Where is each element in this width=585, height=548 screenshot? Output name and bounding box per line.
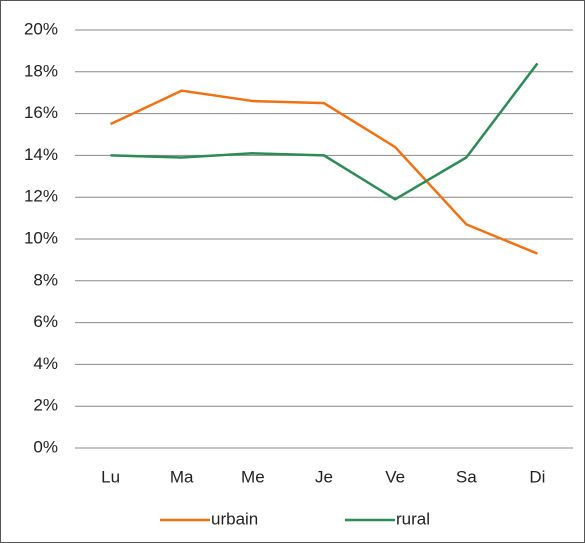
line-series (110, 62, 539, 201)
y-tick-label: 10% (24, 228, 58, 247)
line-series (110, 89, 538, 255)
x-tick-label: Sa (456, 467, 477, 486)
x-tick-label: Lu (101, 467, 120, 486)
y-tick-label: 0% (33, 437, 58, 456)
y-tick-label: 20% (24, 19, 58, 38)
x-tick-label: Di (529, 467, 545, 486)
legend-label: rural (396, 509, 430, 528)
y-tick-label: 12% (24, 187, 58, 206)
x-tick-label: Je (315, 467, 333, 486)
x-tick-label: Ve (385, 467, 405, 486)
legend-label: urbain (211, 509, 258, 528)
y-tick-label: 2% (33, 396, 58, 415)
y-tick-label: 4% (33, 354, 58, 373)
y-tick-label: 6% (33, 312, 58, 331)
y-tick-label: 14% (24, 145, 58, 164)
y-tick-label: 16% (24, 103, 58, 122)
y-tick-label: 18% (24, 61, 58, 80)
y-tick-label: 8% (33, 270, 58, 289)
x-tick-label: Me (241, 467, 265, 486)
x-tick-label: Ma (170, 467, 194, 486)
